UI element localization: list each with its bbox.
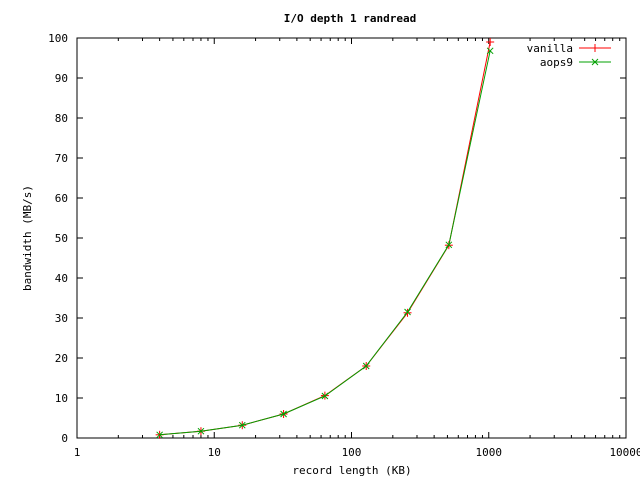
y-tick-label-0: 0 xyxy=(61,432,68,445)
series-layer xyxy=(155,38,495,439)
y-axis-label: bandwidth (MB/s) xyxy=(21,185,34,291)
point-aops9-4 xyxy=(321,392,329,400)
x-tick-label-4: 10000 xyxy=(609,446,640,459)
point-aops9-7 xyxy=(445,241,453,249)
y-tick-label-1: 10 xyxy=(55,392,68,405)
series-line-aops9 xyxy=(159,50,491,436)
plot-border xyxy=(76,37,627,439)
legend-label-vanilla: vanilla xyxy=(527,42,573,55)
y-tick-label-2: 20 xyxy=(55,352,68,365)
y-tick-label-9: 90 xyxy=(55,72,68,85)
legend-marker-aops9 xyxy=(591,58,599,66)
point-aops9-6 xyxy=(404,308,411,316)
x-tick-label-2: 100 xyxy=(342,446,362,459)
y-tick-label-6: 60 xyxy=(55,192,68,205)
point-aops9-1 xyxy=(197,427,205,435)
x-tick-label-1: 10 xyxy=(208,446,221,459)
point-aops9-5 xyxy=(362,362,370,370)
point-aops9-3 xyxy=(280,410,287,418)
point-aops9-0 xyxy=(156,431,163,439)
y-tick-label-3: 30 xyxy=(55,312,68,325)
y-tick-label-5: 50 xyxy=(55,232,68,245)
series-vanilla xyxy=(155,38,495,439)
point-vanilla-8 xyxy=(486,38,495,46)
series-aops9 xyxy=(156,47,494,439)
y-tick-label-4: 40 xyxy=(55,272,68,285)
series-line-vanilla xyxy=(159,41,491,436)
x-tick-label-0: 1 xyxy=(74,446,81,459)
y-tick-label-8: 80 xyxy=(55,112,68,125)
point-aops9-8 xyxy=(486,47,494,55)
y-tick-label-7: 70 xyxy=(55,152,68,165)
x-tick-label-3: 1000 xyxy=(476,446,503,459)
point-aops9-2 xyxy=(238,421,246,429)
legend-label-aops9: aops9 xyxy=(540,56,573,69)
legend-marker-vanilla xyxy=(591,44,599,52)
x-axis-label: record length (KB) xyxy=(292,464,411,477)
chart-title: I/O depth 1 randread xyxy=(284,12,416,25)
y-tick-label-10: 100 xyxy=(48,32,68,45)
